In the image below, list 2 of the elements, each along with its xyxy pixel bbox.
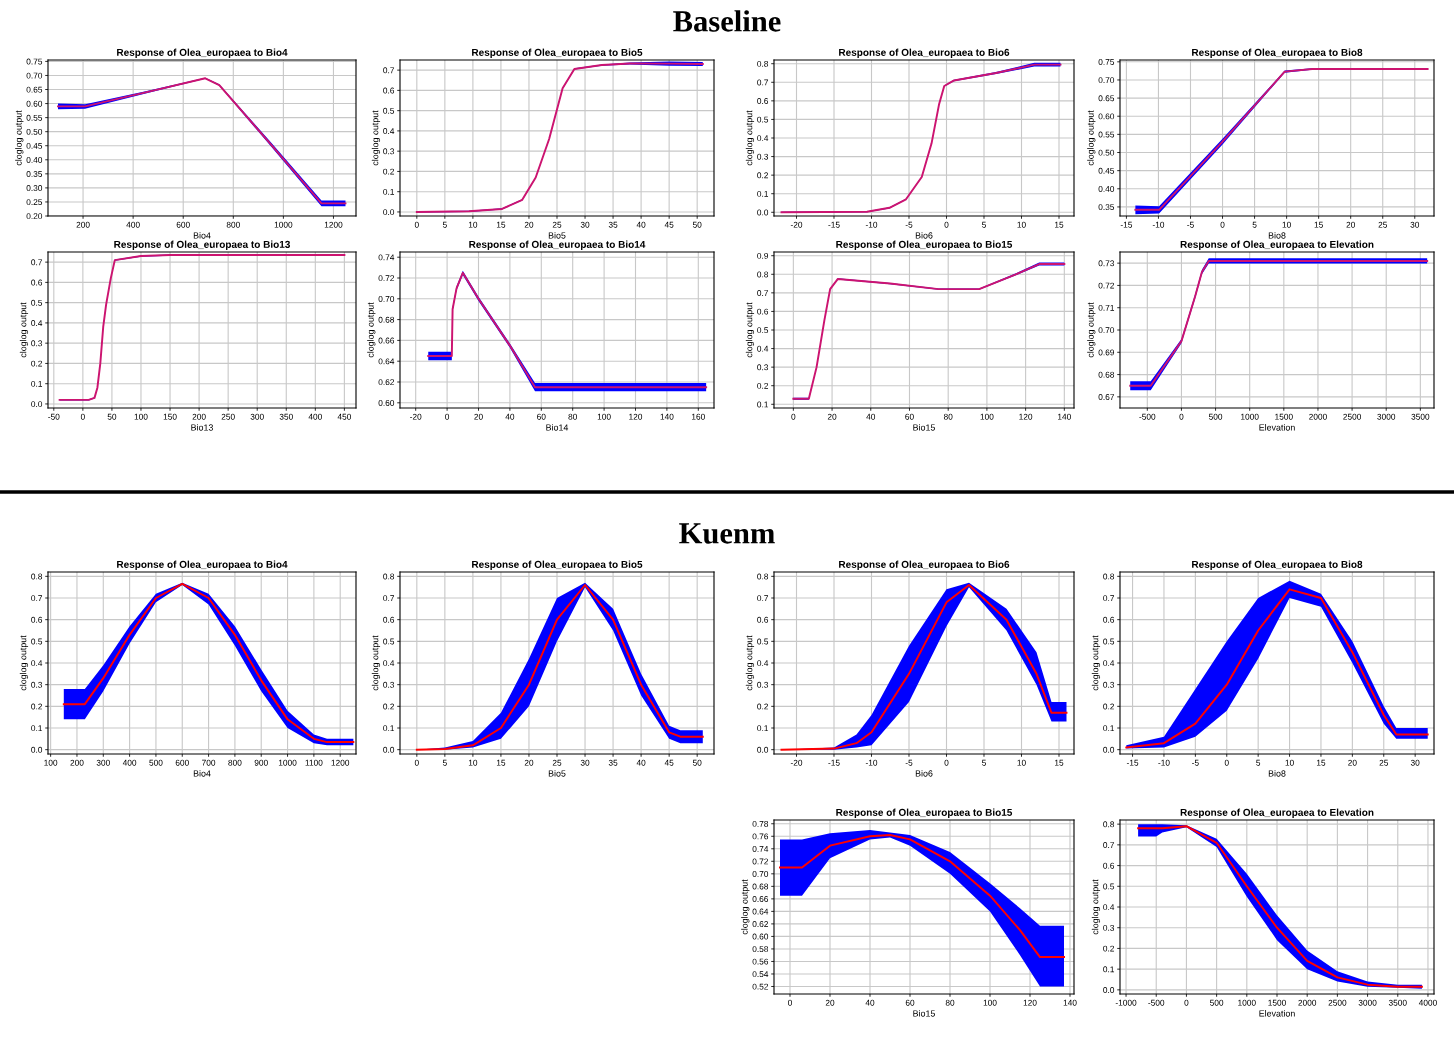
text: Kuenm xyxy=(679,523,775,544)
text: Baseline xyxy=(673,10,781,32)
